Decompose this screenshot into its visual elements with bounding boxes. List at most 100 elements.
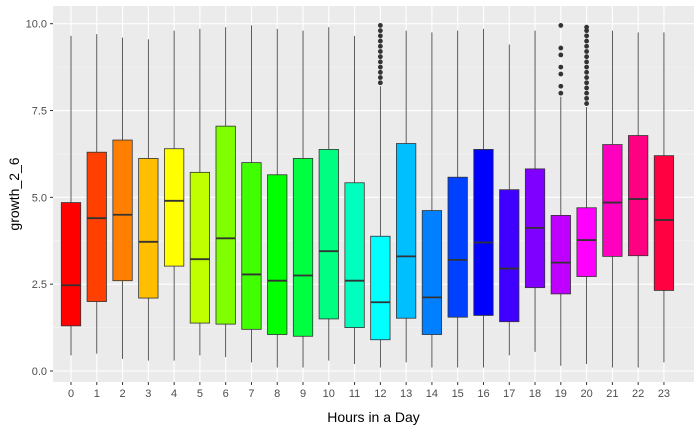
y-axis-title: growth_2_6 <box>6 157 22 230</box>
outlier-point <box>584 38 589 44</box>
x-tick-label: 19 <box>555 388 567 400</box>
x-tick-label: 6 <box>223 388 229 400</box>
outlier-point <box>584 59 589 65</box>
outlier-point <box>377 33 383 39</box>
x-tick-label: 13 <box>400 388 412 400</box>
box-body <box>86 151 107 302</box>
box-hour-7 <box>241 25 262 363</box>
y-tick-label: 0.0 <box>32 366 47 378</box>
outlier-point <box>377 49 383 54</box>
outlier-point <box>584 49 589 54</box>
outlier-point <box>377 69 383 75</box>
x-tick-label: 14 <box>426 388 438 400</box>
box-hour-20 <box>576 24 597 365</box>
x-tick-label: 23 <box>658 388 670 400</box>
y-axis-ticks: 0.0 2.5 5.0 7.5 10.0 <box>26 19 53 378</box>
box-body <box>344 182 365 328</box>
outlier-point <box>584 80 589 86</box>
outlier-point <box>584 64 589 70</box>
box-hour-17 <box>499 44 520 356</box>
box-hour-8 <box>267 28 288 368</box>
outlier-point <box>377 43 383 49</box>
box-body <box>215 125 236 325</box>
x-tick-label: 2 <box>119 388 125 400</box>
outlier-point <box>377 54 383 60</box>
outlier-point <box>377 75 383 80</box>
outlier-point <box>377 80 383 86</box>
outlier-point <box>584 54 589 60</box>
box-hour-12 <box>370 23 391 368</box>
boxes-layer <box>60 23 675 368</box>
box-hour-0 <box>60 35 82 356</box>
outlier-point <box>584 33 589 39</box>
outlier-point <box>377 64 383 70</box>
y-tick-label: 5.0 <box>32 192 47 204</box>
box-body <box>189 171 210 324</box>
outlier-point <box>558 52 564 58</box>
x-tick-label: 22 <box>632 388 644 400</box>
x-tick-label: 12 <box>374 388 386 400</box>
box-hour-14 <box>421 32 443 368</box>
box-body <box>396 143 417 319</box>
outlier-point <box>584 69 589 75</box>
outlier-point <box>584 24 589 30</box>
x-tick-label: 5 <box>197 388 203 400</box>
x-tick-label: 1 <box>94 388 100 400</box>
box-body <box>292 158 314 337</box>
x-tick-label: 15 <box>452 388 464 400</box>
x-tick-label: 7 <box>248 388 254 400</box>
box-body <box>499 189 520 323</box>
outlier-point <box>558 83 564 89</box>
outlier-point <box>584 101 589 106</box>
box-body <box>164 148 185 267</box>
outlier-point <box>584 85 589 91</box>
box-body <box>60 202 82 327</box>
y-tick-label: 10.0 <box>26 19 47 31</box>
outlier-point <box>558 71 564 77</box>
box-hour-19 <box>550 23 571 366</box>
box-hour-9 <box>292 30 314 368</box>
x-tick-label: 17 <box>503 388 515 400</box>
outlier-point <box>377 59 383 65</box>
box-body <box>267 174 288 335</box>
x-tick-label: 8 <box>274 388 280 400</box>
box-hour-18 <box>524 30 546 352</box>
outlier-point <box>584 43 589 49</box>
box-hour-4 <box>164 30 185 361</box>
x-tick-label: 11 <box>349 388 360 400</box>
outlier-point <box>377 38 383 44</box>
box-body <box>447 176 468 318</box>
outlier-point <box>377 28 383 34</box>
box-hour-3 <box>138 39 159 361</box>
outlier-point <box>584 95 589 101</box>
box-body <box>550 215 571 295</box>
box-body <box>112 139 133 282</box>
outlier-point <box>558 23 564 28</box>
box-body <box>421 210 443 335</box>
box-body <box>576 207 597 277</box>
box-body <box>370 235 391 341</box>
outlier-point <box>584 75 589 80</box>
box-body <box>241 162 262 330</box>
x-tick-label: 3 <box>145 388 151 400</box>
box-body <box>318 149 339 320</box>
box-hour-1 <box>86 34 107 354</box>
y-tick-label: 2.5 <box>32 279 47 291</box>
box-hour-2 <box>112 37 133 359</box>
box-hour-21 <box>602 30 623 368</box>
x-tick-label: 20 <box>580 388 592 400</box>
outlier-point <box>558 90 564 96</box>
box-hour-22 <box>628 32 649 368</box>
outlier-point <box>584 28 589 34</box>
outlier-point <box>377 23 383 28</box>
box-body <box>138 158 159 299</box>
x-axis-title: Hours in a Day <box>327 409 420 425</box>
y-tick-label: 7.5 <box>32 106 47 118</box>
box-body <box>653 155 675 291</box>
x-axis-ticks: 0 1 2 3 4 5 6 7 8 9 10 11 12 13 14 15 16 17 18 19 20 21 22 23 <box>68 382 670 400</box>
box-hour-5 <box>189 28 210 356</box>
box-hour-16 <box>473 28 494 368</box>
box-hour-15 <box>447 30 468 368</box>
box-hour-13 <box>396 30 417 363</box>
